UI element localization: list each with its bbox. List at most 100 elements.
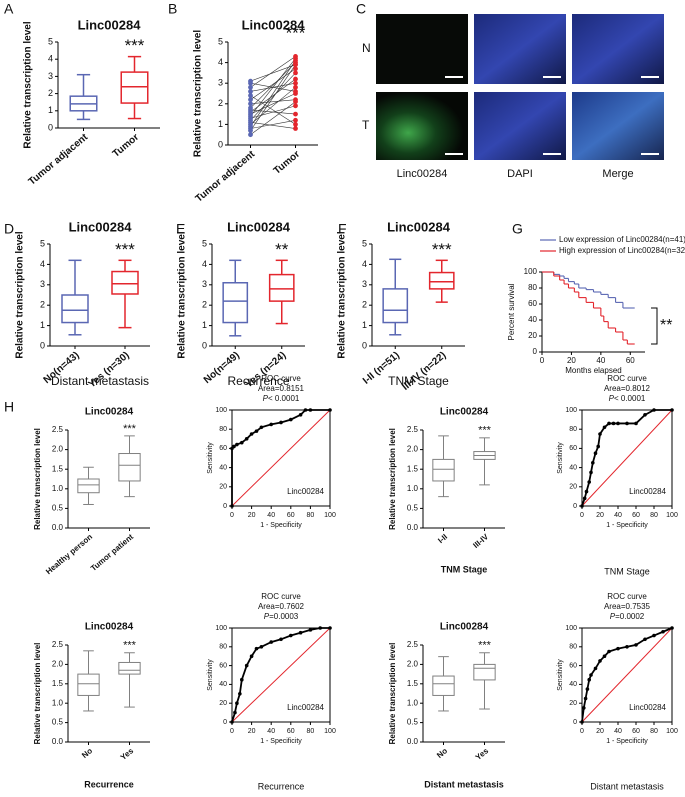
chart-title: Linc00284 (440, 407, 489, 418)
y-tick-label: 0 (533, 347, 538, 356)
significance: *** (125, 36, 145, 55)
panel-label: G (512, 221, 523, 237)
y-tick-label: 0 (40, 340, 45, 350)
point (248, 105, 253, 111)
y-tick-label: 0.5 (52, 504, 64, 513)
box (432, 458, 455, 482)
legend-label: Low expression of Linc00284(n=41) (559, 235, 685, 244)
pair-line (250, 62, 296, 109)
roc-point (318, 626, 323, 630)
chart-title: Linc00284 (78, 17, 142, 32)
roc-point (249, 432, 254, 436)
y-tick-label: 4 (218, 57, 223, 67)
y-tick-label: 3 (48, 71, 53, 81)
x-tick-label: 0 (230, 728, 234, 735)
y-tick-label: 0 (218, 139, 223, 149)
significance: *** (123, 423, 137, 435)
y-tick-label: 100 (565, 625, 577, 632)
roc-point (235, 442, 239, 447)
micrograph (376, 92, 468, 160)
y-tick-label: 80 (528, 283, 537, 292)
roc-point (298, 630, 303, 635)
y-tick-label: 3 (202, 279, 207, 289)
x-axis-label: 1 - Specificity (260, 522, 302, 529)
reference-line (231, 409, 331, 507)
y-tick-label: 0 (223, 719, 227, 726)
reference-line (581, 627, 673, 723)
y-tick-label: 60 (219, 662, 227, 669)
point (248, 132, 253, 138)
box (382, 288, 409, 324)
y-tick-label: 1 (218, 119, 223, 129)
p-symbol: P (263, 394, 269, 403)
y-tick-label: 2.0 (407, 660, 419, 669)
roc-point (238, 692, 242, 696)
x-tick-label: 100 (324, 728, 336, 735)
pair-line (250, 87, 296, 125)
y-tick-label: 0.5 (407, 504, 419, 513)
roc-point (591, 461, 595, 465)
y-tick-label: 5 (202, 238, 207, 248)
y-tick-label: 1.5 (407, 464, 419, 473)
y-tick-label: 0.0 (52, 523, 64, 532)
x-tick-label: No (435, 746, 449, 760)
column-label: Merge (602, 168, 633, 180)
p-value: P=0.0003 (264, 612, 299, 621)
y-tick-label: 0 (573, 719, 577, 726)
y-tick-label: 1.5 (52, 679, 64, 688)
y-tick-label: 80 (569, 426, 577, 433)
y-tick-label: 100 (565, 407, 577, 414)
pair-line (250, 122, 296, 129)
y-tick-label: 40 (528, 315, 537, 324)
y-axis-label: Relative transcription level (337, 231, 348, 358)
y-tick-label: 5 (218, 36, 223, 46)
box (428, 271, 455, 290)
y-tick-label: 100 (215, 625, 227, 632)
y-tick-label: 1.0 (52, 484, 64, 493)
roc-point (244, 663, 249, 668)
line-label: Linc00284 (287, 487, 324, 496)
roc-point (670, 408, 674, 412)
x-tick-label: 0 (230, 512, 234, 519)
significance: ** (660, 317, 672, 334)
significance: ** (275, 240, 289, 259)
roc-point (259, 645, 264, 649)
roc-annotation: Area=0.8151 (258, 384, 305, 393)
roc-point (652, 633, 656, 638)
box (268, 273, 295, 302)
y-tick-label: 2.5 (407, 640, 419, 649)
x-tick-label: 40 (614, 512, 622, 519)
p-symbol: P (609, 394, 615, 403)
roc-point (235, 701, 239, 705)
point (293, 76, 298, 82)
y-tick-label: 40 (569, 464, 577, 471)
p-text: < 0.0001 (614, 394, 646, 403)
x-tick-label: 20 (248, 728, 256, 735)
scale-bars (445, 76, 659, 155)
significance: *** (286, 23, 306, 42)
x-tick-label: 40 (614, 728, 622, 735)
roc-point (616, 646, 620, 651)
roc-point (230, 504, 234, 508)
x-axis-label: Recurrence (84, 779, 134, 789)
pair-line (250, 60, 296, 127)
caption: TNM Stage (604, 566, 650, 576)
y-tick-label: 1 (40, 320, 45, 330)
x-tick-label: I-II (436, 532, 449, 545)
roc-point (583, 696, 588, 701)
roc-point (643, 413, 647, 417)
x-tick-label: 0 (580, 728, 584, 735)
y-tick-label: 2.5 (52, 425, 64, 434)
x-tick-label: 20 (596, 728, 604, 735)
box (77, 478, 100, 494)
y-tick-label: 80 (219, 644, 227, 651)
panel-label: C (356, 1, 366, 17)
y-tick-label: 0 (573, 503, 577, 510)
y-axis-label: Percent survival (507, 283, 516, 340)
x-tick-label: 60 (632, 728, 640, 735)
roc-point (589, 673, 593, 677)
point (293, 80, 298, 86)
y-tick-label: 80 (569, 644, 577, 651)
point (293, 97, 298, 103)
x-tick-label: Healthy person (44, 532, 94, 576)
